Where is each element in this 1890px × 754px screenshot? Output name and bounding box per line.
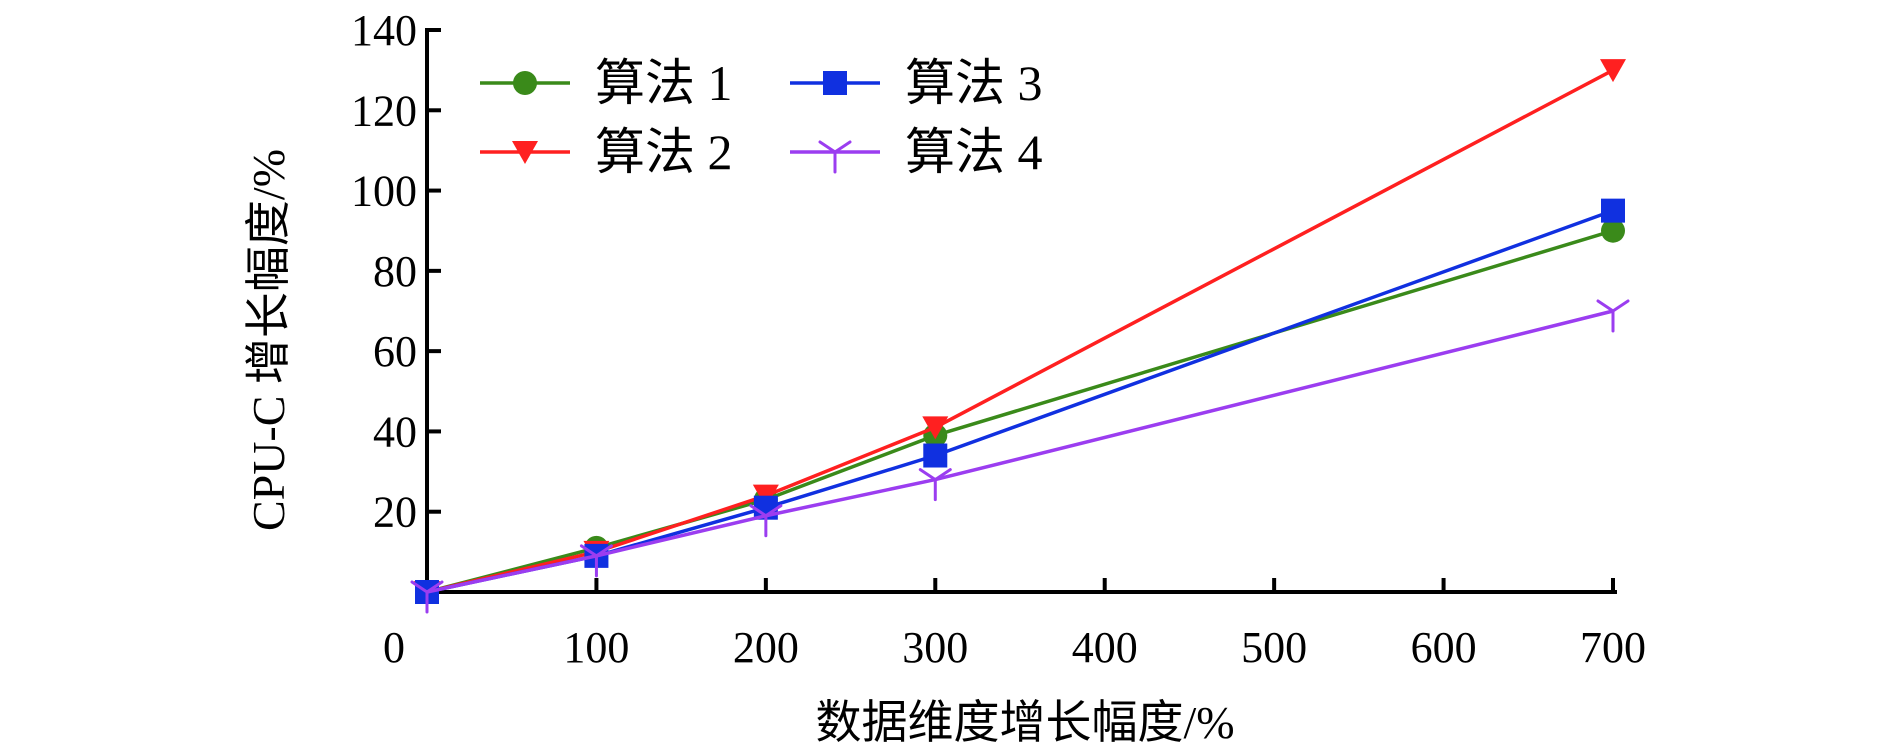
x-tick-label: 400 bbox=[1072, 623, 1138, 672]
marker-tri-star bbox=[918, 468, 952, 502]
marker-tri-star-arm bbox=[749, 504, 768, 518]
marker-tri-star-arm bbox=[918, 468, 937, 482]
legend-label: 算法 3 bbox=[905, 55, 1043, 111]
y-axis-label: CPU-C 增长幅度/% bbox=[243, 149, 294, 531]
legend-item: 算法 2 bbox=[480, 124, 733, 180]
marker-tri-star-arm bbox=[933, 468, 952, 482]
y-tick-label: 80 bbox=[373, 247, 417, 296]
x-tick-label: 300 bbox=[902, 623, 968, 672]
marker-tri-star bbox=[579, 544, 613, 578]
y-tick-label: 20 bbox=[373, 488, 417, 537]
marker-tri-star-arm bbox=[1611, 299, 1630, 313]
y-tick-label: 140 bbox=[351, 6, 417, 55]
legend-label: 算法 4 bbox=[905, 124, 1043, 180]
series-line bbox=[426, 208, 1614, 594]
ticks: 20 40 60 80 100 120 140 0 100 200 300 400 500 600 700 bbox=[351, 6, 1646, 672]
x-axis-label: 数据维度增长幅度/% bbox=[815, 697, 1234, 748]
marker-circle bbox=[1601, 218, 1625, 243]
axes bbox=[425, 28, 1617, 594]
marker-triangle-down bbox=[922, 416, 949, 440]
y-tick-label: 100 bbox=[351, 167, 417, 216]
x-tick-label: 600 bbox=[1411, 623, 1477, 672]
series-group bbox=[410, 59, 1630, 614]
marker-tri-star-arm bbox=[1596, 299, 1615, 313]
x-tick-label: 700 bbox=[1580, 623, 1646, 672]
marker-circle bbox=[513, 71, 537, 95]
marker-square bbox=[923, 443, 948, 468]
marker-tri-star bbox=[749, 504, 783, 538]
legend-item: 算法 1 bbox=[480, 55, 733, 111]
legend: 算法 1 算法 2 算法 3 算法 4 bbox=[480, 55, 1043, 180]
marker-tri-star-arm bbox=[764, 504, 783, 518]
marker-triangle-down bbox=[512, 141, 538, 164]
y-tick-label: 120 bbox=[351, 86, 417, 135]
marker-tri-star-arm bbox=[833, 140, 852, 154]
x-tick-label: 0 bbox=[383, 623, 405, 672]
x-tick-label: 100 bbox=[563, 623, 629, 672]
marker-tri-star-arm bbox=[594, 544, 613, 558]
marker-triangle-down bbox=[1600, 59, 1626, 83]
legend-label: 算法 1 bbox=[595, 55, 733, 111]
x-tick-label: 500 bbox=[1241, 623, 1307, 672]
x-tick-label: 200 bbox=[733, 623, 799, 672]
legend-label: 算法 2 bbox=[595, 124, 733, 180]
y-tick-label: 40 bbox=[373, 407, 417, 456]
marker-tri-star-arm bbox=[818, 140, 837, 154]
marker-tri-star bbox=[818, 140, 852, 174]
marker-tri-star-arm bbox=[410, 580, 429, 594]
legend-item: 算法 4 bbox=[790, 124, 1043, 180]
marker-tri-star-arm bbox=[579, 544, 598, 558]
y-tick-label: 60 bbox=[373, 327, 417, 376]
series-line bbox=[426, 229, 1614, 594]
legend-item: 算法 3 bbox=[790, 55, 1043, 111]
marker-tri-star bbox=[410, 580, 444, 614]
marker-square bbox=[823, 71, 847, 95]
marker-tri-star bbox=[1596, 299, 1630, 333]
marker-square bbox=[1601, 198, 1625, 223]
marker-tri-star-arm bbox=[425, 580, 444, 594]
